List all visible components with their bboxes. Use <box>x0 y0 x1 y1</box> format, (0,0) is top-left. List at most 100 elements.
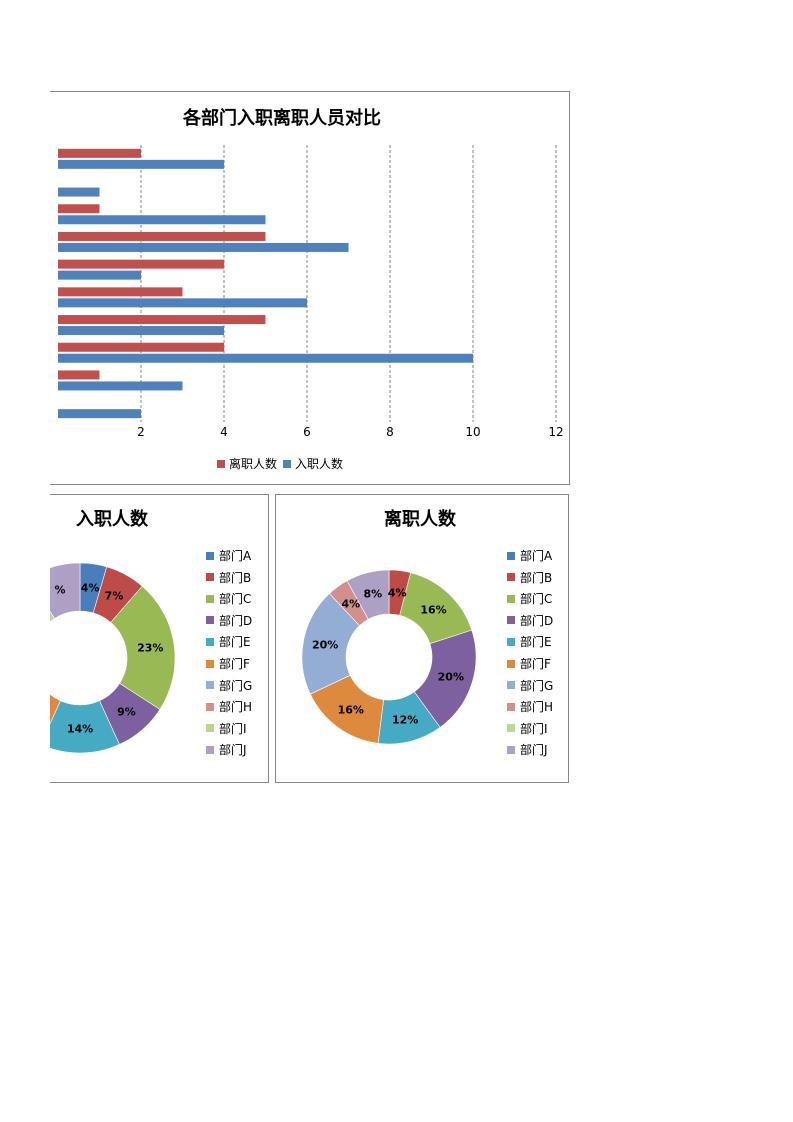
legend-item: 部门A <box>507 547 552 564</box>
legend-swatch-icon <box>507 637 515 646</box>
legend-swatch-icon <box>507 681 515 690</box>
legend-label: 部门C <box>520 592 553 607</box>
legend-item-leave: 离职人数 <box>217 455 277 472</box>
legend-item: 部门D <box>206 612 252 629</box>
bar-leave <box>58 148 141 158</box>
legend-item: 部门F <box>206 655 250 672</box>
legend-item-join: 入职人数 <box>283 455 343 472</box>
legend-swatch-icon <box>507 573 515 582</box>
legend-item: 部门J <box>206 741 247 758</box>
bar-leave <box>58 231 266 241</box>
bar-join <box>58 159 224 169</box>
donut-percent-label: 7% <box>104 589 124 603</box>
legend-label: 部门J <box>520 743 548 758</box>
bar-leave <box>58 342 224 352</box>
bar-chart-legend: 离职人数 入职人数 <box>217 455 349 472</box>
bar-join <box>58 187 100 197</box>
donut-slice-部门J <box>50 562 81 619</box>
bar-chart-panel: 各部门入职离职人员对比 2 4 6 8 10 12 离职人数 入职人数 <box>50 91 570 485</box>
bar-join <box>58 298 307 308</box>
legend-item: 部门F <box>507 655 551 672</box>
bar-leave <box>58 204 100 214</box>
donut-percent-label: 20% <box>311 638 339 652</box>
bar-group-部门B <box>58 370 183 391</box>
bar-join <box>58 381 183 391</box>
join-donut-chart <box>50 562 176 754</box>
bar-group-部门H <box>58 204 266 225</box>
legend-label: 部门F <box>219 657 250 671</box>
x-tick-label: 6 <box>303 425 311 439</box>
leave-swatch-icon <box>217 459 225 468</box>
bar-join <box>58 409 141 419</box>
legend-item: 部门A <box>206 547 251 564</box>
legend-item: 部门C <box>206 590 251 607</box>
legend-label: 部门H <box>219 700 253 715</box>
donut-percent-label: 12% <box>391 713 419 727</box>
bar-chart-title: 各部门入职离职人员对比 <box>183 108 381 129</box>
legend-swatch-icon <box>507 724 515 733</box>
bar-group-部门G <box>58 231 349 252</box>
legend-swatch-icon <box>206 681 214 690</box>
bar-group-部门J <box>58 148 224 169</box>
legend-label: 部门H <box>520 700 554 715</box>
donut-slice-部门D <box>413 629 477 728</box>
legend-swatch-icon <box>507 616 515 625</box>
legend-swatch-icon <box>206 594 214 603</box>
bar-group-部门D <box>58 315 266 336</box>
donut-percent-label: 16% <box>337 703 364 717</box>
leave-donut-chart <box>301 569 477 745</box>
bar-join <box>58 353 473 363</box>
legend-swatch-icon <box>206 745 214 754</box>
legend-label: 部门D <box>520 613 554 628</box>
bar-chart-plot <box>58 145 557 422</box>
donut-percent-label: 14% <box>66 722 94 736</box>
legend-item: 部门H <box>507 698 553 715</box>
legend-swatch-icon <box>507 594 515 603</box>
donut-percent-label: 4% <box>387 586 407 599</box>
bar-leave <box>58 259 224 269</box>
legend-label: 部门I <box>520 721 548 736</box>
legend-item: 部门E <box>507 633 552 650</box>
legend-label: 部门J <box>219 743 247 758</box>
donut-percent-label: 4% <box>341 597 361 611</box>
x-tick-label: 4 <box>220 425 228 439</box>
legend-item: 部门I <box>507 720 548 737</box>
donut-percent-label: % <box>54 583 66 597</box>
legend-swatch-icon <box>206 616 214 625</box>
donut-percent-label: 20% <box>437 670 464 684</box>
legend-item: 部门G <box>206 677 252 694</box>
leave-donut-panel: 离职人数 4% 16% 20% 12% 16% 20% 4% 8% 部门A 部门B 部门C 部门D 部… <box>275 494 569 783</box>
legend-swatch-icon <box>507 659 515 668</box>
donut-slice-部门C <box>110 585 176 710</box>
legend-label: 部门I <box>219 721 247 736</box>
legend-label-leave: 离职人数 <box>229 457 278 471</box>
legend-swatch-icon <box>206 573 214 582</box>
legend-label-join: 入职人数 <box>295 457 344 471</box>
legend-item: 部门J <box>507 741 548 758</box>
bar-group-部门I <box>58 187 100 197</box>
legend-label: 部门E <box>520 635 552 650</box>
bar-leave <box>58 287 183 297</box>
legend-label: 部门A <box>520 549 553 563</box>
legend-item: 部门I <box>206 720 247 737</box>
donut-percent-label: 9% <box>117 705 136 719</box>
x-tick-label: 12 <box>548 425 564 439</box>
legend-label: 部门F <box>520 657 551 671</box>
donut-slice-部门G <box>301 593 360 695</box>
legend-swatch-icon <box>206 637 214 646</box>
legend-item: 部门H <box>206 698 252 715</box>
donut-slice-部门E <box>50 700 120 754</box>
join-swatch-icon <box>283 459 292 468</box>
bar-group-部门A <box>58 409 141 419</box>
donut-slice-部门F <box>50 693 61 725</box>
legend-item: 部门B <box>507 569 552 586</box>
leave-donut-title: 离职人数 <box>384 509 456 530</box>
legend-item: 部门C <box>507 590 552 607</box>
legend-label: 部门C <box>219 592 252 607</box>
bar-leave <box>58 370 100 380</box>
donut-percent-label: 8% <box>363 587 383 601</box>
legend-swatch-icon <box>206 659 214 668</box>
legend-item: 部门D <box>507 612 553 629</box>
donut-percent-label: 16% <box>420 603 447 617</box>
legend-swatch-icon <box>507 702 515 711</box>
